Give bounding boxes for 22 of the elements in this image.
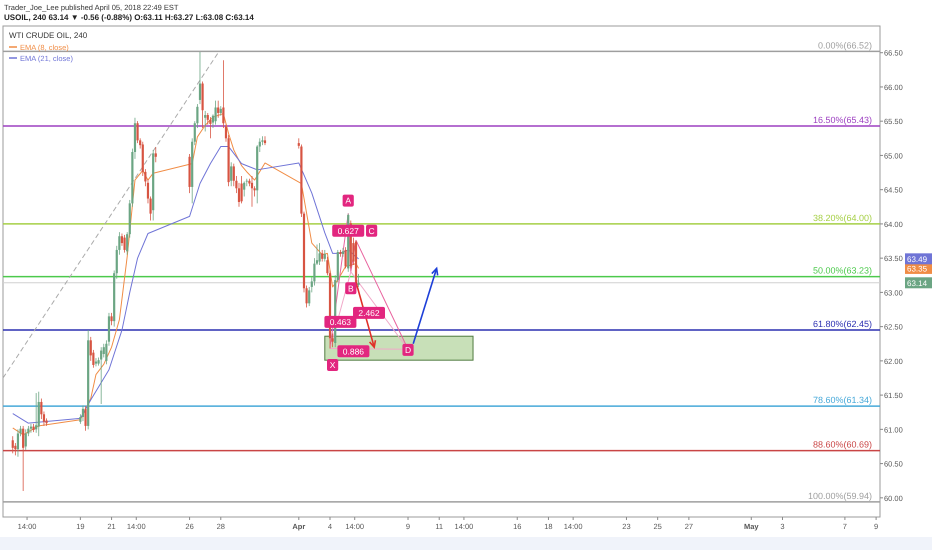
- text: WTI CRUDE OIL, 240: [9, 31, 88, 40]
- ref-line-label: 50.00%(63.23): [812, 266, 872, 276]
- text: 63.49: [907, 254, 928, 264]
- annotation: A: [345, 196, 352, 206]
- annotation: X: [330, 360, 336, 370]
- annotation: 2.462: [358, 308, 380, 318]
- ref-line-label: 61.80%(62.45): [812, 319, 872, 330]
- text: 63.14: [907, 278, 928, 288]
- annotation: B: [348, 283, 354, 294]
- ref-line-label: 100.00%(59.94): [808, 490, 872, 501]
- ref-line-label: 0.00%(66.52): [818, 40, 872, 50]
- annotation: 0.627: [338, 226, 360, 236]
- annotation: 0.886: [342, 346, 364, 356]
- text: 63.35: [907, 264, 928, 274]
- text: USOIL, 240 63.14 ▼ -0.56 (-0.88%) O:63.11 H:63.27 L:63.08 C:63.14: [4, 13, 254, 22]
- ref-line-label: 16.50%(65.43): [812, 114, 872, 125]
- annotation: D: [404, 344, 412, 355]
- ref-line-label: 78.60%(61.34): [812, 395, 872, 406]
- ref-line-label: 88.60%(60.69): [812, 440, 872, 450]
- ref-line-label: 38.20%(64.00): [812, 212, 872, 223]
- annotation: C: [368, 226, 375, 236]
- annotation: 0.463: [330, 316, 352, 327]
